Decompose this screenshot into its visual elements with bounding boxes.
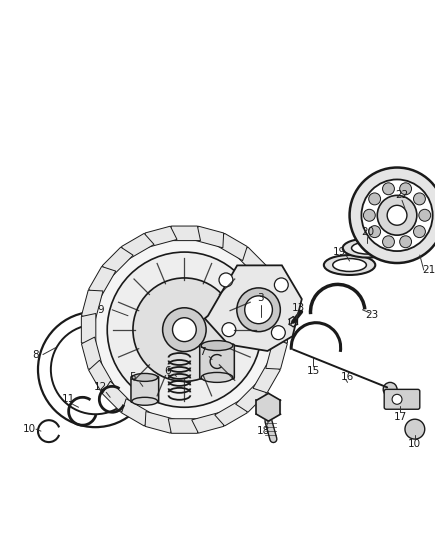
Polygon shape (273, 313, 287, 346)
Polygon shape (145, 411, 177, 433)
Text: 6: 6 (164, 367, 171, 376)
Text: 19: 19 (333, 247, 346, 257)
Polygon shape (192, 411, 224, 433)
Circle shape (245, 296, 272, 324)
Circle shape (364, 209, 375, 221)
Ellipse shape (201, 341, 233, 351)
Circle shape (162, 308, 206, 352)
Polygon shape (81, 313, 96, 346)
Text: 5: 5 (130, 373, 136, 382)
Polygon shape (215, 399, 247, 426)
Ellipse shape (132, 374, 158, 382)
Circle shape (272, 326, 285, 340)
Text: 10: 10 (408, 439, 421, 449)
Polygon shape (168, 226, 201, 240)
Polygon shape (192, 226, 224, 248)
Text: 22: 22 (396, 190, 409, 200)
Text: 17: 17 (393, 412, 406, 422)
Circle shape (369, 193, 381, 205)
Text: 3: 3 (257, 293, 264, 303)
Text: 13: 13 (292, 303, 305, 313)
Text: 16: 16 (341, 373, 354, 382)
Ellipse shape (132, 397, 158, 405)
Polygon shape (102, 247, 133, 278)
Polygon shape (253, 266, 280, 299)
Polygon shape (266, 337, 287, 369)
Circle shape (361, 180, 433, 251)
Ellipse shape (324, 255, 375, 275)
Circle shape (222, 322, 236, 337)
Circle shape (387, 205, 407, 225)
Circle shape (413, 193, 425, 205)
Text: 9: 9 (97, 305, 104, 315)
Text: 11: 11 (62, 394, 75, 405)
Ellipse shape (333, 259, 366, 271)
Circle shape (173, 318, 196, 342)
Polygon shape (122, 399, 154, 426)
Text: 18: 18 (257, 426, 270, 436)
Circle shape (350, 167, 438, 263)
Circle shape (382, 183, 395, 195)
Polygon shape (122, 233, 154, 261)
Circle shape (369, 225, 381, 238)
Circle shape (90, 235, 279, 424)
Circle shape (399, 236, 412, 248)
Polygon shape (88, 266, 116, 299)
FancyBboxPatch shape (200, 344, 234, 379)
Text: 20: 20 (361, 227, 374, 237)
Circle shape (413, 225, 425, 238)
Polygon shape (205, 265, 302, 351)
Text: 12: 12 (94, 382, 107, 392)
Polygon shape (257, 393, 280, 421)
Circle shape (383, 382, 397, 397)
Polygon shape (266, 290, 287, 322)
Text: 21: 21 (422, 265, 435, 275)
Ellipse shape (343, 239, 392, 257)
Circle shape (377, 196, 417, 235)
Circle shape (405, 419, 425, 439)
Polygon shape (88, 360, 116, 393)
Ellipse shape (201, 373, 233, 382)
Text: 10: 10 (22, 424, 35, 434)
Polygon shape (215, 233, 247, 261)
FancyBboxPatch shape (384, 389, 420, 409)
Circle shape (107, 252, 261, 407)
Polygon shape (253, 360, 280, 393)
Polygon shape (102, 381, 133, 412)
Ellipse shape (352, 242, 383, 254)
Text: 23: 23 (366, 310, 379, 320)
Polygon shape (81, 290, 103, 322)
Circle shape (419, 209, 431, 221)
FancyBboxPatch shape (131, 376, 159, 402)
Text: 7: 7 (199, 346, 205, 357)
Polygon shape (145, 226, 177, 248)
Polygon shape (168, 419, 201, 433)
Text: 15: 15 (306, 367, 320, 376)
Polygon shape (236, 381, 266, 412)
Circle shape (399, 183, 412, 195)
Circle shape (237, 288, 280, 332)
Circle shape (392, 394, 402, 404)
Circle shape (274, 278, 288, 292)
Circle shape (133, 278, 236, 382)
Polygon shape (81, 337, 103, 369)
Circle shape (382, 236, 395, 248)
Circle shape (219, 273, 233, 287)
Polygon shape (236, 247, 266, 278)
Text: 8: 8 (33, 350, 39, 360)
